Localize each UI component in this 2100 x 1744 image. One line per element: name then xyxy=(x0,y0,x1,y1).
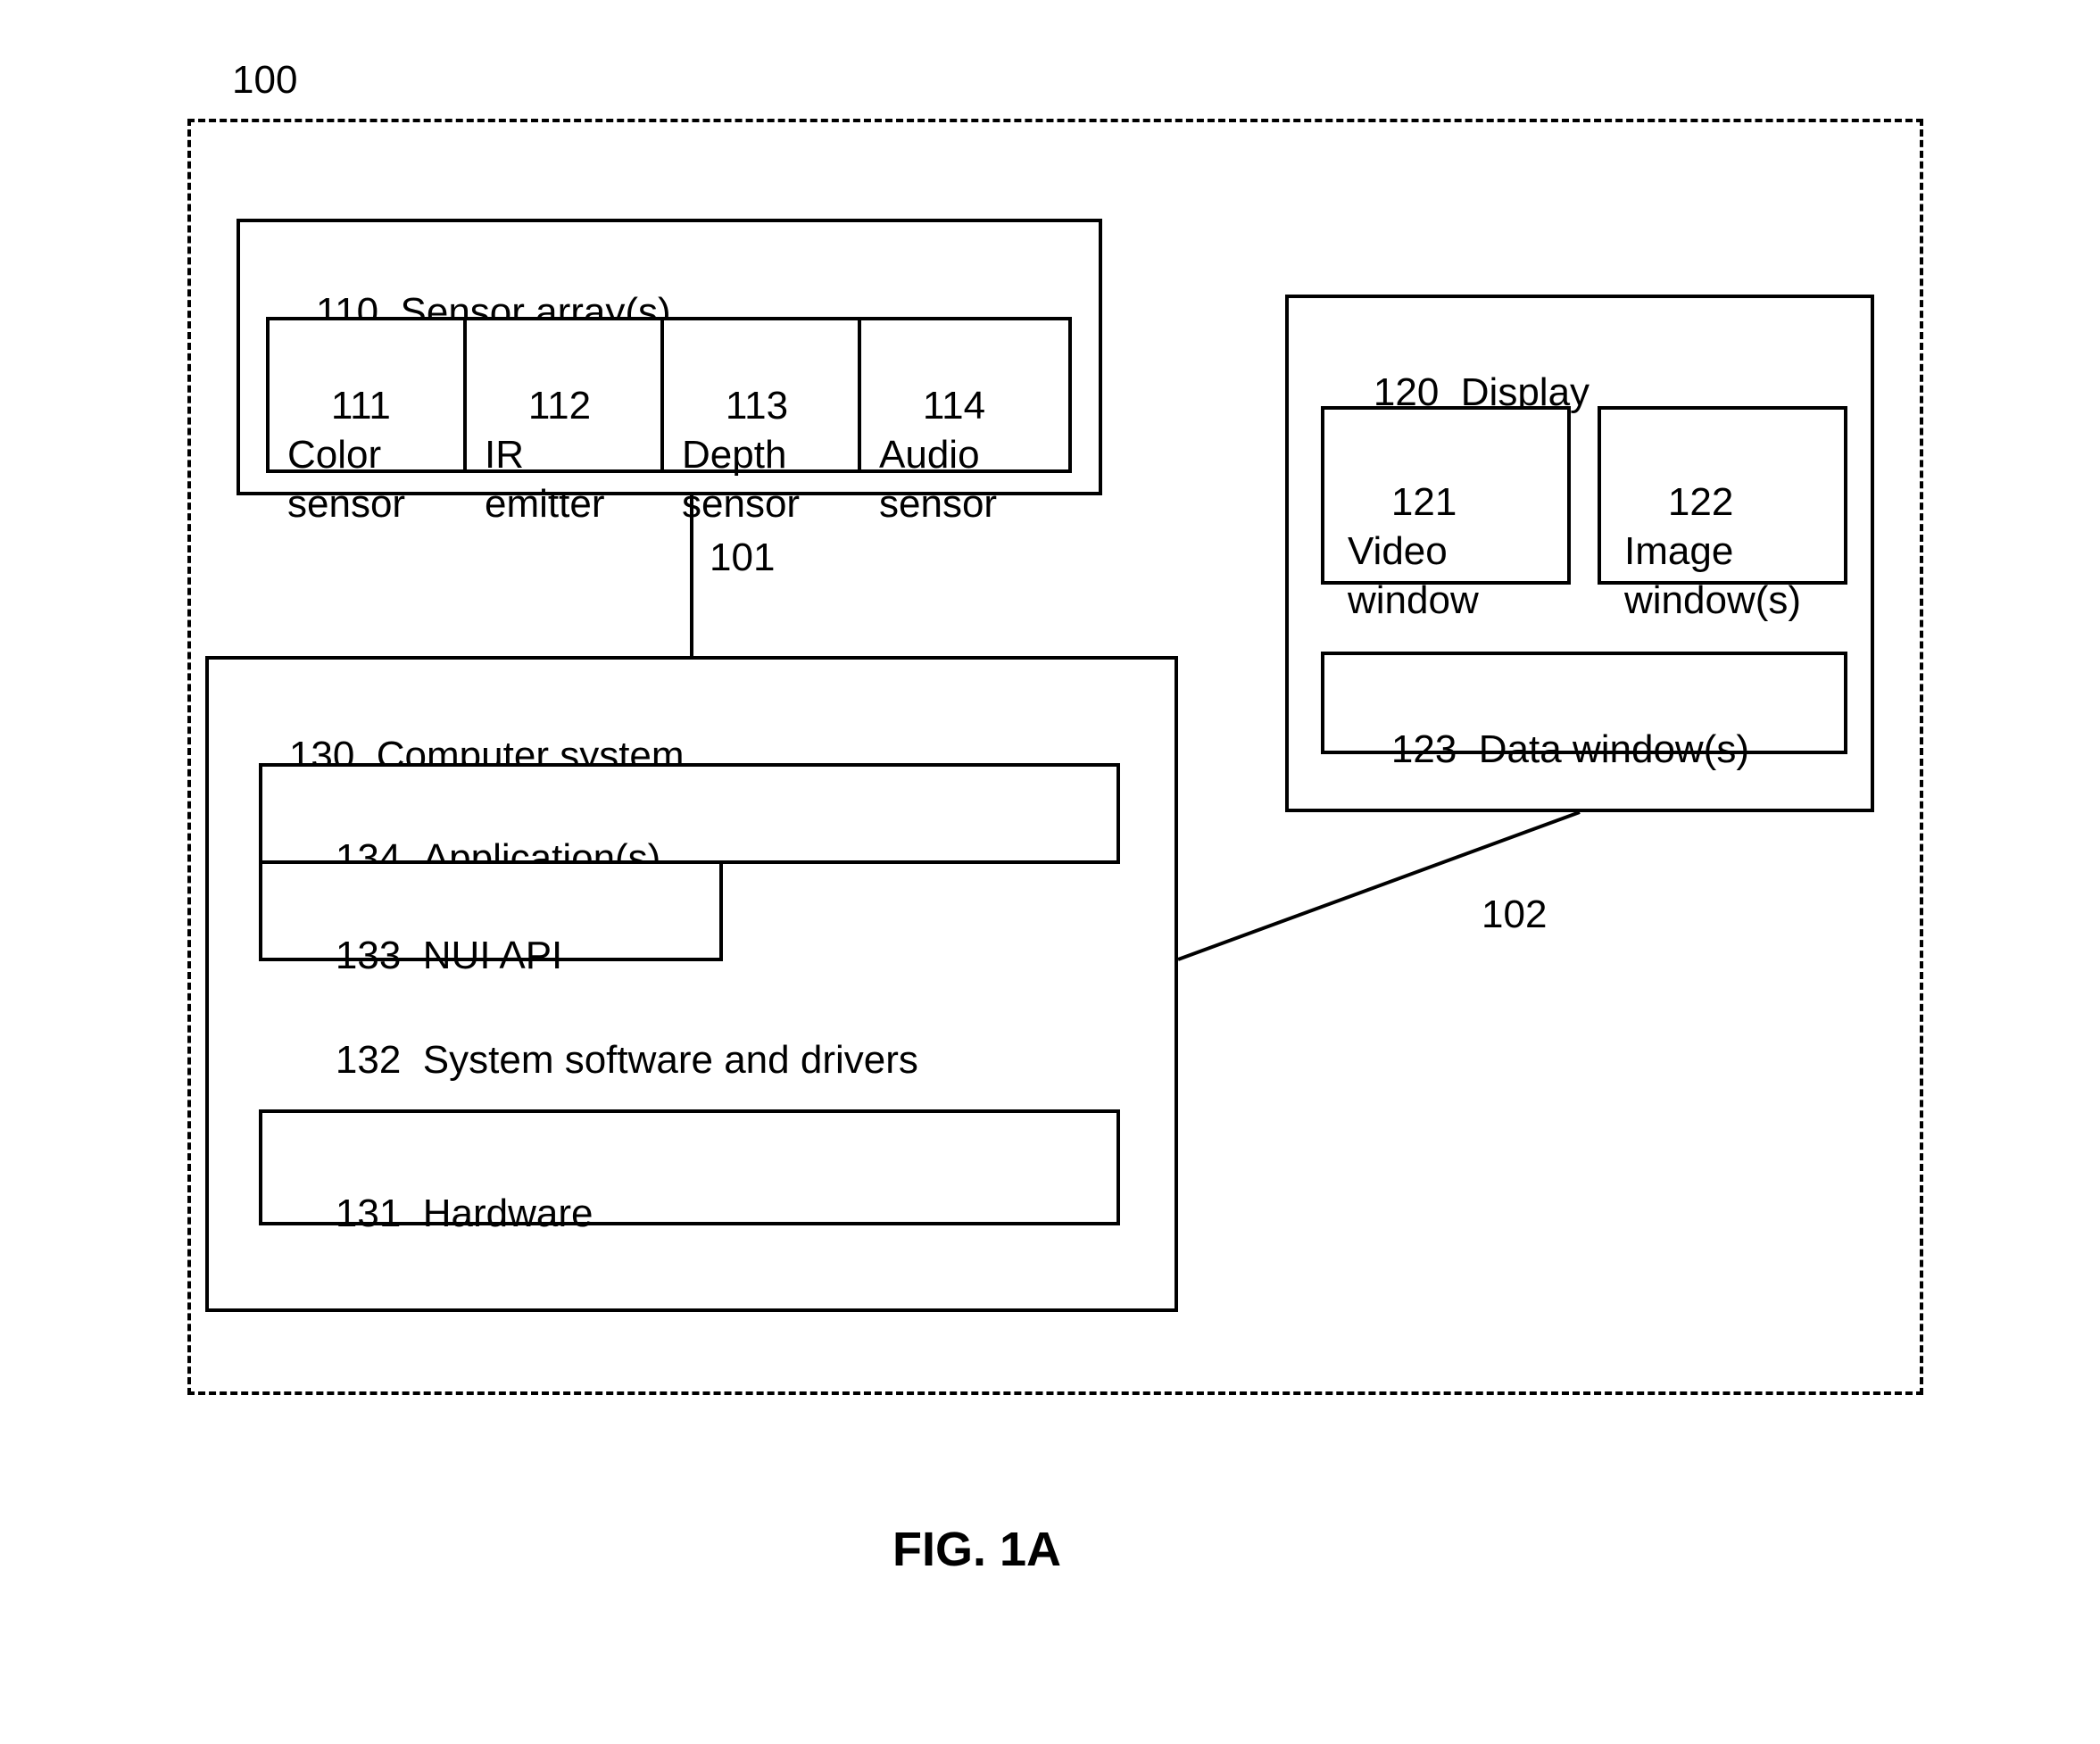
figure-caption: FIG. 1A xyxy=(892,1522,1061,1577)
diagram-canvas: 100 110 Sensor array(s) 111Color sensor … xyxy=(0,0,2100,1744)
connector-102 xyxy=(0,0,2100,1744)
connector-102-ref: 102 xyxy=(1482,893,1547,937)
